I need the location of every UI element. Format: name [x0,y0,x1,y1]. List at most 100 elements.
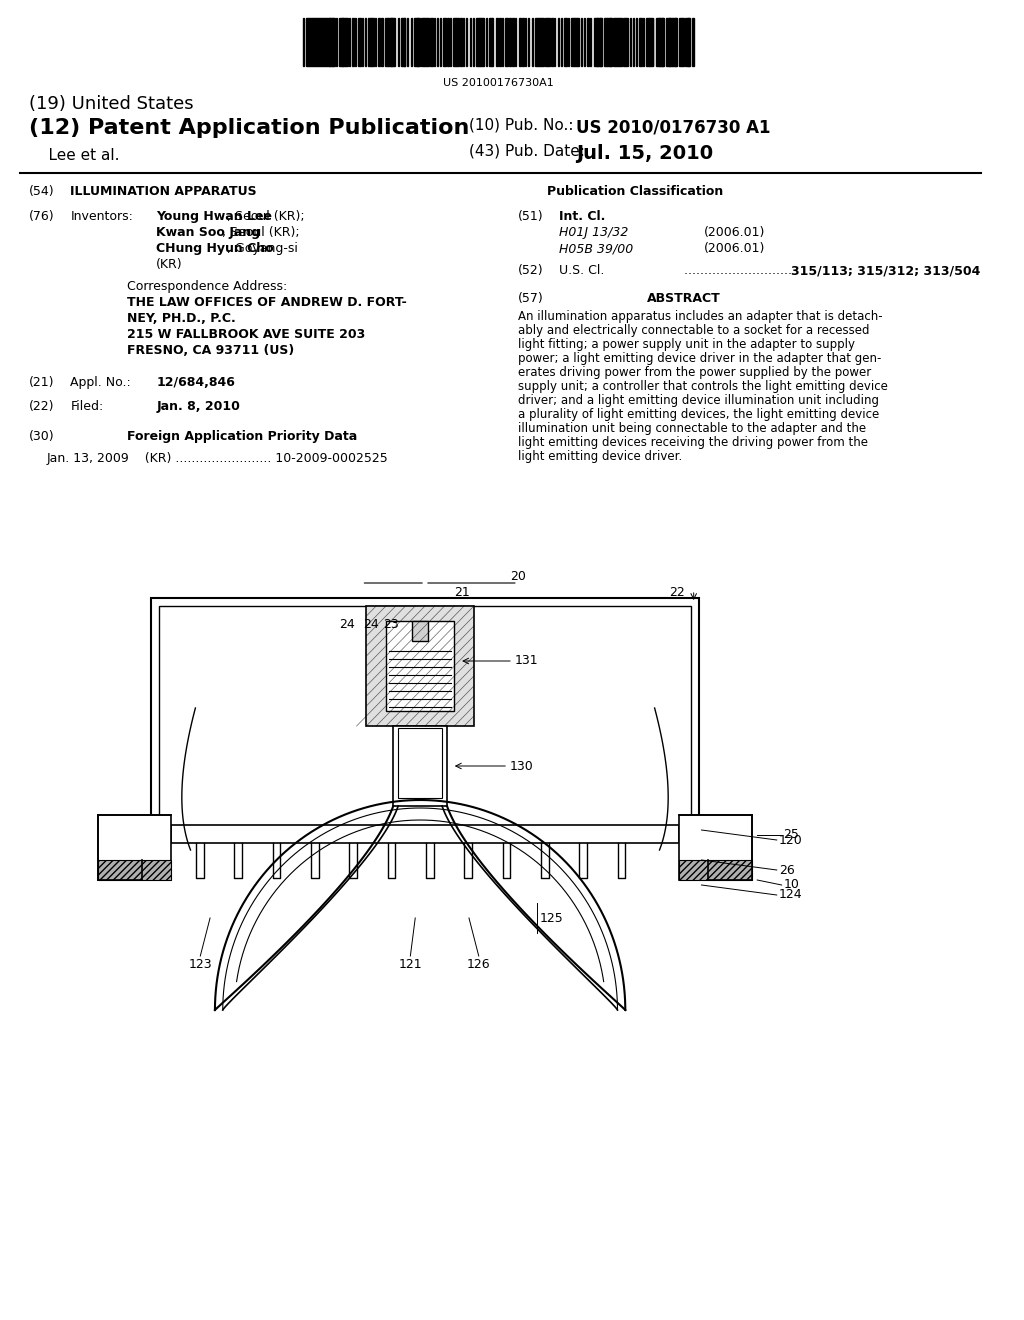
Bar [679,861,753,880]
Bar [329,18,333,66]
Text: NEY, PH.D., P.C.: NEY, PH.D., P.C. [127,312,236,325]
Text: Int. Cl.: Int. Cl. [559,210,605,223]
Bar [398,729,442,799]
Bar [352,18,354,66]
Text: Young Hwan Lee: Young Hwan Lee [157,210,272,223]
Bar [367,606,474,726]
Bar [319,18,322,66]
Bar [386,620,455,711]
Bar [603,18,607,66]
Bar [663,18,664,66]
Bar [659,18,663,66]
Text: Kwan Soo Jang: Kwan Soo Jang [157,226,260,239]
Text: 21: 21 [455,586,470,599]
Text: 315/113; 315/312; 313/504: 315/113; 315/312; 313/504 [792,264,981,277]
Text: Correspondence Address:: Correspondence Address: [127,280,288,293]
Bar [482,18,484,66]
Bar [489,18,492,66]
Bar [539,18,541,66]
Text: ...........................: ........................... [684,264,796,277]
Bar [512,18,514,66]
Bar [624,18,626,66]
Bar [450,18,452,66]
Text: erates driving power from the power supplied by the power: erates driving power from the power supp… [518,366,871,379]
Bar [509,18,511,66]
Bar [381,18,383,66]
Bar [676,18,677,66]
Text: (52): (52) [518,264,544,277]
Bar [411,18,413,66]
Bar [393,726,447,807]
Bar [332,18,335,66]
Bar [692,18,694,66]
Bar [570,18,573,66]
Bar [306,18,309,66]
Text: (10) Pub. No.:: (10) Pub. No.: [469,117,573,133]
Text: 22: 22 [670,586,685,599]
Bar [646,18,649,66]
Text: (57): (57) [518,292,544,305]
Bar [548,18,550,66]
Text: (51): (51) [518,210,544,223]
Bar [414,18,418,66]
Bar [460,18,462,66]
Text: 124: 124 [778,888,803,902]
Text: light fitting; a power supply unit in the adapter to supply: light fitting; a power supply unit in th… [518,338,855,351]
Text: (22): (22) [30,400,55,413]
Text: , Seoul (KR);: , Seoul (KR); [222,226,300,239]
Bar [97,814,171,880]
Bar [679,18,682,66]
Bar [430,18,433,66]
Bar [446,18,450,66]
Text: Appl. No.:: Appl. No.: [71,376,131,389]
Bar [388,18,392,66]
Bar [574,18,578,66]
Text: 12/684,846: 12/684,846 [157,376,236,389]
Text: H01J 13/32: H01J 13/32 [559,226,629,239]
Bar [613,18,617,66]
Bar [584,18,586,66]
Bar [171,825,679,843]
Text: Jan. 13, 2009    (KR) ........................ 10-2009-0002525: Jan. 13, 2009 (KR) .....................… [47,451,389,465]
Bar [669,18,672,66]
Text: An illumination apparatus includes an adapter that is detach-: An illumination apparatus includes an ad… [518,310,883,323]
Text: illumination unit being connectable to the adapter and the: illumination unit being connectable to t… [518,422,866,436]
Text: a plurality of light emitting devices, the light emitting device: a plurality of light emitting devices, t… [518,408,879,421]
Text: 26: 26 [778,863,795,876]
Bar [682,18,684,66]
Bar [437,18,438,66]
Text: 131: 131 [515,655,539,668]
Text: , Seoul (KR);: , Seoul (KR); [227,210,305,223]
Text: US 20100176730A1: US 20100176730A1 [443,78,554,88]
Bar [535,18,538,66]
Text: (76): (76) [30,210,55,223]
Bar [97,861,171,880]
Bar [443,18,445,66]
Text: (KR): (KR) [157,257,183,271]
Text: light emitting device driver.: light emitting device driver. [518,450,682,463]
Bar [666,18,670,66]
Text: (43) Pub. Date:: (43) Pub. Date: [469,144,585,158]
Bar [342,18,345,66]
Text: power; a light emitting device driver in the adapter that gen-: power; a light emitting device driver in… [518,352,882,366]
Bar [476,18,479,66]
Text: ILLUMINATION APPARATUS: ILLUMINATION APPARATUS [71,185,257,198]
Bar [545,18,548,66]
Bar [627,18,628,66]
Text: Publication Classification: Publication Classification [547,185,723,198]
Text: (2006.01): (2006.01) [703,242,765,255]
Text: FRESNO, CA 93711 (US): FRESNO, CA 93711 (US) [127,345,294,356]
Bar [620,18,623,66]
Bar [587,18,589,66]
Text: 123: 123 [188,958,212,972]
Bar [378,18,380,66]
Bar [581,18,582,66]
Text: 125: 125 [540,912,563,924]
Text: supply unit; a controller that controls the light emitting device: supply unit; a controller that controls … [518,380,888,393]
Bar [326,18,330,66]
Bar [518,18,521,66]
Text: 10: 10 [783,879,800,891]
Bar [597,18,601,66]
Text: US 2010/0176730 A1: US 2010/0176730 A1 [577,117,771,136]
Bar [309,18,313,66]
